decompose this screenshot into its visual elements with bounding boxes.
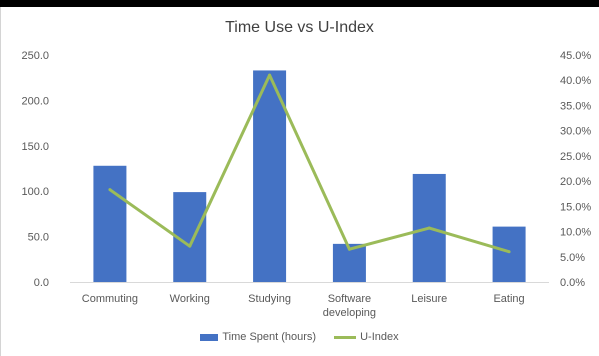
y-right-tick-label: 35.0%	[560, 100, 591, 112]
x-category-label: Studying	[248, 293, 291, 305]
legend-item-time-spent: Time Spent (hours)	[200, 331, 316, 343]
y-left-tick-label: 200.0	[21, 95, 49, 107]
left-border	[0, 7, 1, 356]
y-left-tick-label: 50.0	[28, 232, 49, 244]
y-right-tick-label: 40.0%	[560, 75, 591, 87]
legend-swatch-line	[334, 335, 357, 339]
point-u-index	[427, 226, 431, 230]
point-u-index	[108, 188, 112, 192]
point-u-index	[268, 73, 272, 77]
y-left-tick-label: 100.0	[21, 186, 49, 198]
y-right-tick-label: 25.0%	[560, 151, 591, 163]
point-u-index	[507, 250, 511, 254]
legend-item-u-index: U-Index	[334, 331, 399, 343]
y-left-tick-label: 250.0	[21, 50, 49, 62]
legend-label-u-index: U-Index	[360, 331, 399, 343]
bar-time-spent	[253, 70, 287, 282]
x-category-label: Software	[328, 293, 371, 305]
x-category-label: developing	[323, 307, 376, 319]
y-left-tick-label: 0.0	[34, 277, 49, 289]
top-border	[0, 0, 599, 7]
legend-swatch-bar	[200, 333, 219, 341]
y-right-tick-label: 0.0%	[560, 277, 585, 289]
x-category-label: Working	[170, 293, 210, 305]
y-right-tick-label: 5.0%	[560, 252, 585, 264]
y-right-tick-label: 15.0%	[560, 201, 591, 213]
line-u-index	[109, 73, 510, 254]
chart-legend: Time Spent (hours) U-Index	[0, 331, 599, 343]
point-u-index	[347, 247, 351, 251]
y-right-tick-label: 30.0%	[560, 126, 591, 138]
bar-time-spent	[93, 165, 127, 282]
y-left-tick-label: 150.0	[21, 141, 49, 153]
x-category-label: Commuting	[82, 293, 138, 305]
chart-title: Time Use vs U-Index	[225, 19, 374, 36]
bar-time-spent	[492, 226, 526, 282]
y-right-tick-label: 20.0%	[560, 176, 591, 188]
y-right-tick-label: 10.0%	[560, 227, 591, 239]
point-u-index	[188, 244, 192, 248]
x-category-label: Leisure	[411, 293, 447, 305]
legend-label-time-spent: Time Spent (hours)	[222, 331, 317, 343]
y-right-tick-label: 45.0%	[560, 50, 591, 62]
x-category-label: Eating	[493, 293, 524, 305]
